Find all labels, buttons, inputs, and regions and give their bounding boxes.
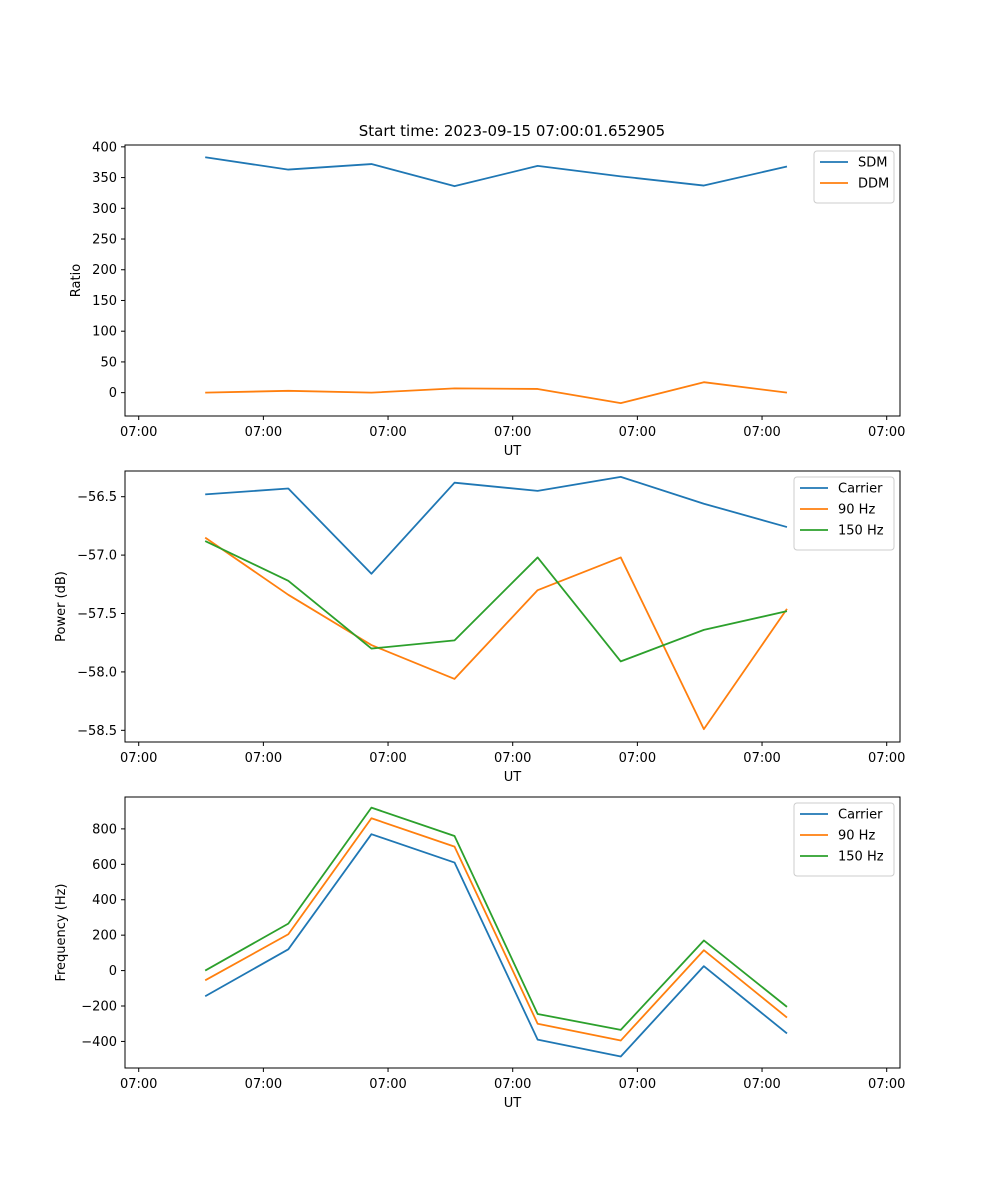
frequency-y-tick-label: 400 — [92, 893, 117, 908]
ratio-x-tick-label: 07:00 — [120, 425, 157, 440]
frequency-x-tick-label: 07:00 — [494, 1077, 531, 1092]
power-panel: 07:00 07:00 07:00 07:00 07:00 07:00 07:00 −56.5… — [54, 470, 905, 785]
power-x-tick-label: 07:00 — [494, 751, 531, 766]
frequency-y-tick-label: 600 — [92, 858, 117, 873]
power-x-tick-label: 07:00 — [120, 751, 157, 766]
ratio-legend-label: SDM — [858, 156, 887, 171]
frequency-series-carrier — [204, 833, 788, 1058]
ratio-y-tick-label: 100 — [92, 325, 117, 340]
power-x-tick-label: 07:00 — [245, 751, 282, 766]
power-y-tick-label: −56.5 — [77, 490, 117, 505]
ratio-panel: 07:00 07:00 07:00 07:00 07:00 07:00 07:00 0 50 10… — [69, 140, 905, 459]
ratio-y-tick-label: 300 — [92, 202, 117, 217]
ratio-series-ddm — [205, 381, 788, 405]
ratio-y-tick-label: 350 — [92, 171, 117, 186]
frequency-y-tick-label: −200 — [81, 1000, 117, 1015]
ratio-x-tick-label: 07:00 — [369, 425, 406, 440]
power-y-axis-label: Power (dB) — [54, 571, 69, 642]
power-legend-label: Carrier — [838, 482, 883, 497]
power-x-tick-label: 07:00 — [369, 751, 406, 766]
frequency-x-tick-label: 07:00 — [369, 1077, 406, 1092]
power-y-tick-label: −58.5 — [77, 724, 117, 739]
power-legend-label: 150 Hz — [838, 524, 884, 539]
power-y-tick-label: −58.0 — [77, 665, 117, 680]
figure-title: Start time: 2023-09-15 07:00:01.652905 — [359, 122, 665, 140]
power-x-axis-label: UT — [504, 770, 522, 785]
power-x-tick-label: 07:00 — [868, 751, 905, 766]
ratio-y-tick-label: 400 — [92, 140, 117, 155]
power-series-90-hz — [204, 536, 788, 731]
frequency-legend — [793, 802, 895, 877]
ratio-x-tick-label: 07:00 — [494, 425, 531, 440]
power-x-tick-label: 07:00 — [743, 751, 780, 766]
frequency-x-axis-label: UT — [504, 1096, 522, 1111]
frequency-axes-frame — [124, 796, 901, 1069]
power-axes-frame — [124, 470, 901, 743]
ratio-y-tick-label: 0 — [109, 386, 117, 401]
frequency-x-tick-label: 07:00 — [245, 1077, 282, 1092]
power-legend-label: 90 Hz — [838, 503, 875, 518]
frequency-x-tick-label: 07:00 — [743, 1077, 780, 1092]
frequency-legend-label: Carrier — [838, 808, 883, 823]
ratio-x-axis-label: UT — [504, 444, 522, 459]
frequency-y-tick-label: 200 — [92, 929, 117, 944]
frequency-x-tick-label: 07:00 — [868, 1077, 905, 1092]
power-y-tick-label: −57.0 — [77, 549, 117, 564]
frequency-legend-label: 90 Hz — [838, 829, 875, 844]
ratio-legend — [813, 150, 895, 204]
ratio-series-sdm — [205, 156, 788, 188]
ratio-x-tick-label: 07:00 — [245, 425, 282, 440]
power-y-tick-label: −57.5 — [77, 607, 117, 622]
ratio-y-tick-label: 200 — [92, 263, 117, 278]
ratio-axes-frame — [124, 144, 901, 417]
ratio-legend-label: DDM — [858, 177, 889, 192]
power-series-150-hz — [204, 540, 788, 663]
ratio-x-tick-label: 07:00 — [868, 425, 905, 440]
frequency-x-tick-label: 07:00 — [120, 1077, 157, 1092]
frequency-y-tick-label: 800 — [92, 822, 117, 837]
frequency-x-tick-label: 07:00 — [619, 1077, 656, 1092]
ratio-x-tick-label: 07:00 — [743, 425, 780, 440]
frequency-y-tick-label: −400 — [81, 1035, 117, 1050]
ratio-y-tick-label: 150 — [92, 294, 117, 309]
frequency-series-90-hz — [204, 817, 788, 1042]
power-legend — [793, 476, 895, 551]
ratio-y-tick-label: 50 — [100, 355, 117, 370]
ratio-y-tick-label: 250 — [92, 233, 117, 248]
power-x-tick-label: 07:00 — [619, 751, 656, 766]
ratio-x-tick-label: 07:00 — [619, 425, 656, 440]
frequency-legend-label: 150 Hz — [838, 850, 884, 865]
frequency-panel: 07:00 07:00 07:00 07:00 07:00 07:00 07:00 800 60… — [54, 796, 905, 1111]
ratio-y-axis-label: Ratio — [69, 264, 84, 297]
frequency-series-150-hz — [204, 806, 788, 1031]
frequency-y-axis-label: Frequency (Hz) — [54, 883, 69, 981]
frequency-y-tick-label: 0 — [109, 964, 117, 979]
power-series-carrier — [205, 475, 788, 575]
